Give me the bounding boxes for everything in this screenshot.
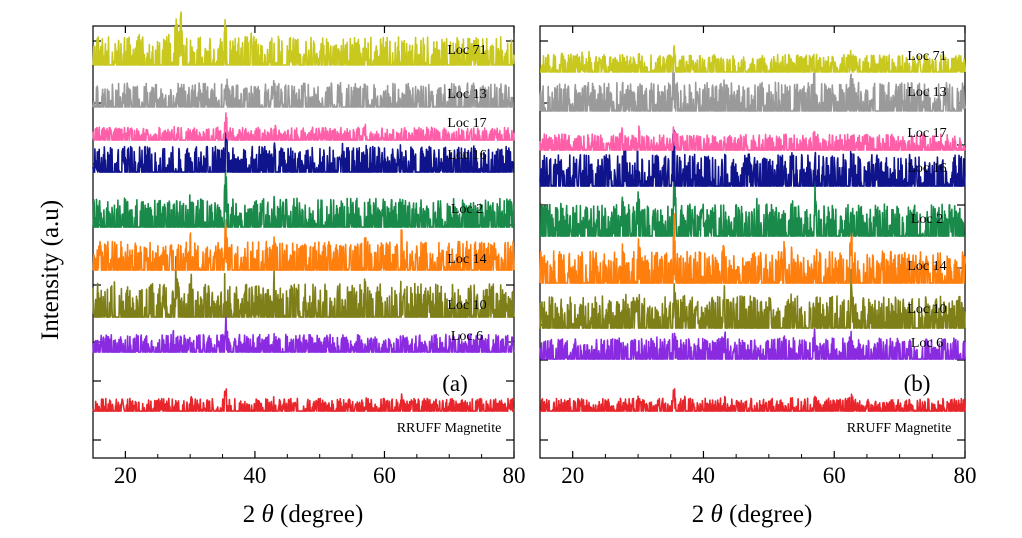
trace-loc-16 (92, 132, 515, 173)
trace-label-loc-14: Loc 14 (907, 259, 946, 274)
panel-a: 20 40 60 80 RRUFF Magnetite Loc 6 Loc 10 Loc 1… (92, 11, 526, 528)
trace-loc-6 (92, 313, 515, 353)
panel-b-traces (539, 45, 966, 412)
trace-loc-13 (539, 65, 966, 112)
trace-label-loc-13: Loc 13 (447, 87, 486, 102)
panel-b-frame (539, 25, 966, 459)
x-tick-label-60: 60 (373, 463, 396, 488)
panel-b-label: (b) (904, 371, 931, 396)
panel-b-x-axis-title: 2 θ (degree) (692, 501, 813, 528)
panel-a-traces (92, 11, 515, 412)
trace-label-loc-16: Loc 16 (447, 148, 486, 163)
x-tick-label-40: 40 (243, 463, 266, 488)
x-tick-label-80: 80 (503, 463, 526, 488)
x-tick-label-80: 80 (954, 463, 977, 488)
trace-loc-10 (92, 255, 515, 318)
panel-a-label: (a) (442, 371, 468, 396)
trace-rruff-magnetite (92, 388, 515, 412)
trace-label-loc-2: Loc 2 (911, 212, 943, 227)
trace-label-rruff-magnetite: RRUFF Magnetite (397, 421, 502, 436)
trace-label-loc-17: Loc 17 (907, 126, 946, 141)
trace-label-loc-14: Loc 14 (447, 252, 486, 267)
trace-loc-71 (539, 45, 966, 73)
x-tick-label-20: 20 (561, 463, 584, 488)
trace-label-loc-10: Loc 10 (907, 302, 946, 317)
trace-label-loc-2: Loc 2 (451, 202, 483, 217)
trace-label-loc-71: Loc 71 (447, 43, 486, 58)
trace-loc-10 (539, 268, 966, 329)
trace-loc-71 (92, 11, 515, 66)
panel-a-frame (92, 25, 515, 459)
trace-loc-13 (92, 78, 515, 108)
trace-label-loc-13: Loc 13 (907, 85, 946, 100)
trace-label-loc-17: Loc 17 (447, 116, 486, 131)
trace-loc-17 (92, 112, 515, 141)
trace-label-loc-10: Loc 10 (447, 298, 486, 313)
trace-loc-2 (92, 169, 515, 228)
trace-loc-6 (539, 327, 966, 360)
trace-loc-17 (539, 125, 966, 151)
trace-rruff-magnetite (539, 388, 966, 412)
x-tick-label-40: 40 (692, 463, 715, 488)
trace-loc-14 (92, 219, 515, 271)
trace-label-loc-6: Loc 6 (911, 336, 943, 351)
y-axis-title: Intensity (a.u) (37, 200, 64, 340)
trace-label-loc-16: Loc 16 (907, 161, 946, 176)
trace-loc-16 (539, 129, 966, 187)
trace-label-loc-71: Loc 71 (907, 49, 946, 64)
trace-label-rruff-magnetite: RRUFF Magnetite (847, 421, 952, 436)
panel-b: 20 40 60 80 RRUFF Magnetite Loc 6 Loc 10 Loc 1… (539, 25, 977, 528)
panel-a-x-axis-title: 2 θ (degree) (243, 501, 364, 528)
panel-a-trace-labels: RRUFF Magnetite Loc 6 Loc 10 Loc 14 Loc 2 Loc… (397, 43, 502, 436)
trace-loc-14 (539, 213, 966, 284)
x-tick-label-60: 60 (823, 463, 846, 488)
panel-b-trace-labels: RRUFF Magnetite Loc 6 Loc 10 Loc 14 Loc 2 Loc… (847, 49, 952, 436)
x-tick-label-20: 20 (114, 463, 137, 488)
trace-label-loc-6: Loc 6 (451, 329, 483, 344)
trace-loc-2 (539, 180, 966, 237)
